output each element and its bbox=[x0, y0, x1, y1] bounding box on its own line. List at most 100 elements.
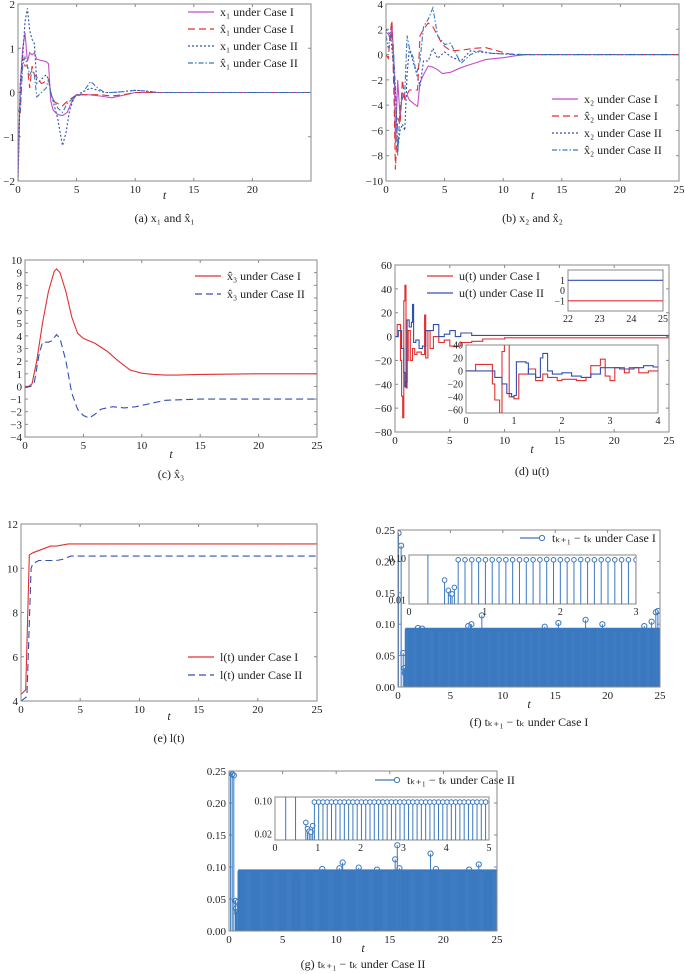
inset-x-tick-label: 0 bbox=[464, 416, 469, 427]
inset-x-tick-label: 2 bbox=[560, 416, 565, 427]
y-tick-label: −60 bbox=[375, 403, 393, 415]
stem-marker bbox=[400, 649, 407, 657]
x-tick-label: 25 bbox=[664, 435, 676, 447]
x-tick-label: 20 bbox=[602, 690, 614, 702]
y-tick-label: 6 bbox=[17, 306, 23, 318]
panel-caption: (f) tₖ₊₁ − tₖ under Case I bbox=[470, 715, 589, 729]
y-tick-label: 8 bbox=[13, 608, 19, 620]
inset-stem-marker bbox=[303, 819, 309, 826]
axes-frame bbox=[17, 3, 312, 182]
y-tick-label: 40 bbox=[381, 284, 393, 296]
inset-y-tick-label: −1 bbox=[554, 296, 565, 307]
series-line-1 bbox=[386, 20, 679, 170]
inset-x-tick-label: 4 bbox=[656, 416, 661, 427]
inset-y-tick-label: 0.10 bbox=[255, 796, 273, 807]
x-tick-label: 25 bbox=[674, 184, 685, 196]
legend-label: u(t) under Case II bbox=[459, 286, 544, 300]
plot-area bbox=[386, 5, 679, 170]
x-axis-label: t bbox=[531, 188, 535, 202]
inset-stem-marker bbox=[577, 556, 584, 563]
stem-marker bbox=[432, 865, 439, 873]
inset-frame bbox=[567, 269, 664, 312]
legend-label: x₁ under Case I bbox=[220, 5, 294, 19]
inset-x-tick-label: 2 bbox=[558, 607, 563, 618]
legend: x₂ under Case I x̂₂ under Case I x₂ under … bbox=[552, 92, 662, 157]
legend-label: x̂₃ under Case II bbox=[227, 287, 305, 301]
y-tick-label: −2 bbox=[371, 75, 383, 87]
inset-stem-marker bbox=[523, 557, 530, 563]
y-tick-label: 0.25 bbox=[207, 766, 227, 778]
stem-marker bbox=[234, 899, 241, 906]
y-tick-label: −4 bbox=[371, 100, 383, 112]
series-line-0 bbox=[18, 32, 311, 181]
inset-stem-marker bbox=[475, 557, 482, 563]
inset-stem-marker bbox=[625, 557, 632, 563]
legend-label: x₁ under Case II bbox=[220, 39, 298, 53]
panel-caption: (e) l(t) bbox=[154, 731, 185, 745]
x-tick-label: 10 bbox=[331, 934, 343, 946]
y-tick-label: 2 bbox=[17, 356, 23, 368]
y-tick-label: 4 bbox=[13, 696, 19, 708]
y-tick-label: 6 bbox=[13, 652, 19, 664]
inset-stem-marker bbox=[598, 557, 604, 563]
legend: tₖ₊₁ − tₖ under Case I bbox=[520, 531, 656, 545]
inset-0: 0 1 2 3 0.10 0.01 bbox=[389, 554, 639, 618]
inset-stem-marker bbox=[482, 799, 489, 805]
x-tick-label: 10 bbox=[134, 704, 146, 716]
y-tick-label: 20 bbox=[381, 308, 393, 320]
legend-marker bbox=[393, 776, 401, 784]
inset-stem-marker bbox=[449, 591, 455, 597]
x-tick-label: 20 bbox=[609, 435, 621, 447]
y-tick-label: 1 bbox=[10, 43, 16, 55]
x-tick-label: 5 bbox=[447, 435, 453, 447]
x-tick-label: 20 bbox=[252, 704, 264, 716]
x-axis-label: t bbox=[527, 697, 531, 711]
x-axis-label: t bbox=[530, 442, 534, 456]
y-tick-label: 0 bbox=[10, 88, 16, 100]
x-tick-label: 0 bbox=[18, 704, 24, 716]
stem-marker bbox=[419, 625, 426, 632]
series-line-0 bbox=[395, 284, 669, 419]
x-tick-label: 5 bbox=[442, 184, 448, 196]
stem-marker bbox=[230, 772, 237, 779]
stem-marker bbox=[478, 612, 485, 619]
y-tick-label: −4 bbox=[10, 432, 22, 444]
y-tick-label: 0 bbox=[387, 332, 393, 344]
y-tick-label: −1 bbox=[3, 132, 15, 144]
x-tick-label: 25 bbox=[492, 934, 504, 946]
series-line-0 bbox=[386, 22, 679, 144]
inset-stem-marker bbox=[482, 557, 489, 563]
y-tick-label: 12 bbox=[7, 519, 18, 531]
x-tick-label: 10 bbox=[136, 440, 148, 452]
series-line-0 bbox=[25, 268, 317, 387]
panel-caption: (c) x̂₃ bbox=[158, 467, 185, 481]
inset-stem-marker bbox=[462, 557, 468, 563]
inset-x-tick-label: 1 bbox=[512, 416, 517, 427]
stem-marker bbox=[427, 850, 434, 857]
plot-area bbox=[21, 543, 317, 701]
inset-x-tick-label: 5 bbox=[487, 843, 492, 854]
inset-stem-marker bbox=[308, 829, 314, 835]
inset-stem-marker bbox=[451, 584, 458, 591]
y-tick-label: 9 bbox=[17, 268, 23, 280]
inset-x-tick-label: 4 bbox=[444, 843, 449, 854]
panel-caption: (g) tₖ₊₁ − tₖ under Case II bbox=[301, 957, 426, 971]
inset-stem-marker bbox=[516, 557, 523, 563]
x-axis-label: t bbox=[163, 188, 167, 202]
inset-plot bbox=[466, 345, 658, 413]
y-tick-label: 60 bbox=[381, 260, 393, 272]
inset-x-tick-label: 3 bbox=[401, 843, 406, 854]
inset-stem-marker bbox=[571, 557, 577, 563]
y-tick-label: 10 bbox=[11, 255, 23, 267]
panel-caption: (a) x₁ and x̂₁ bbox=[134, 211, 194, 225]
y-tick-label: −10 bbox=[366, 176, 384, 188]
x-tick-label: 10 bbox=[497, 690, 509, 702]
legend-label: u(t) under Case I bbox=[459, 269, 540, 283]
y-tick-label: 5 bbox=[17, 318, 23, 330]
x-axis-label: t bbox=[361, 941, 365, 955]
panel-e: 0 5 10 15 20 25 4 6 8 10 12 t (e) l(t) l(t) under Cas… bbox=[7, 519, 323, 745]
inset-y-tick-label: 0.10 bbox=[389, 554, 407, 565]
plot-area bbox=[25, 268, 317, 419]
